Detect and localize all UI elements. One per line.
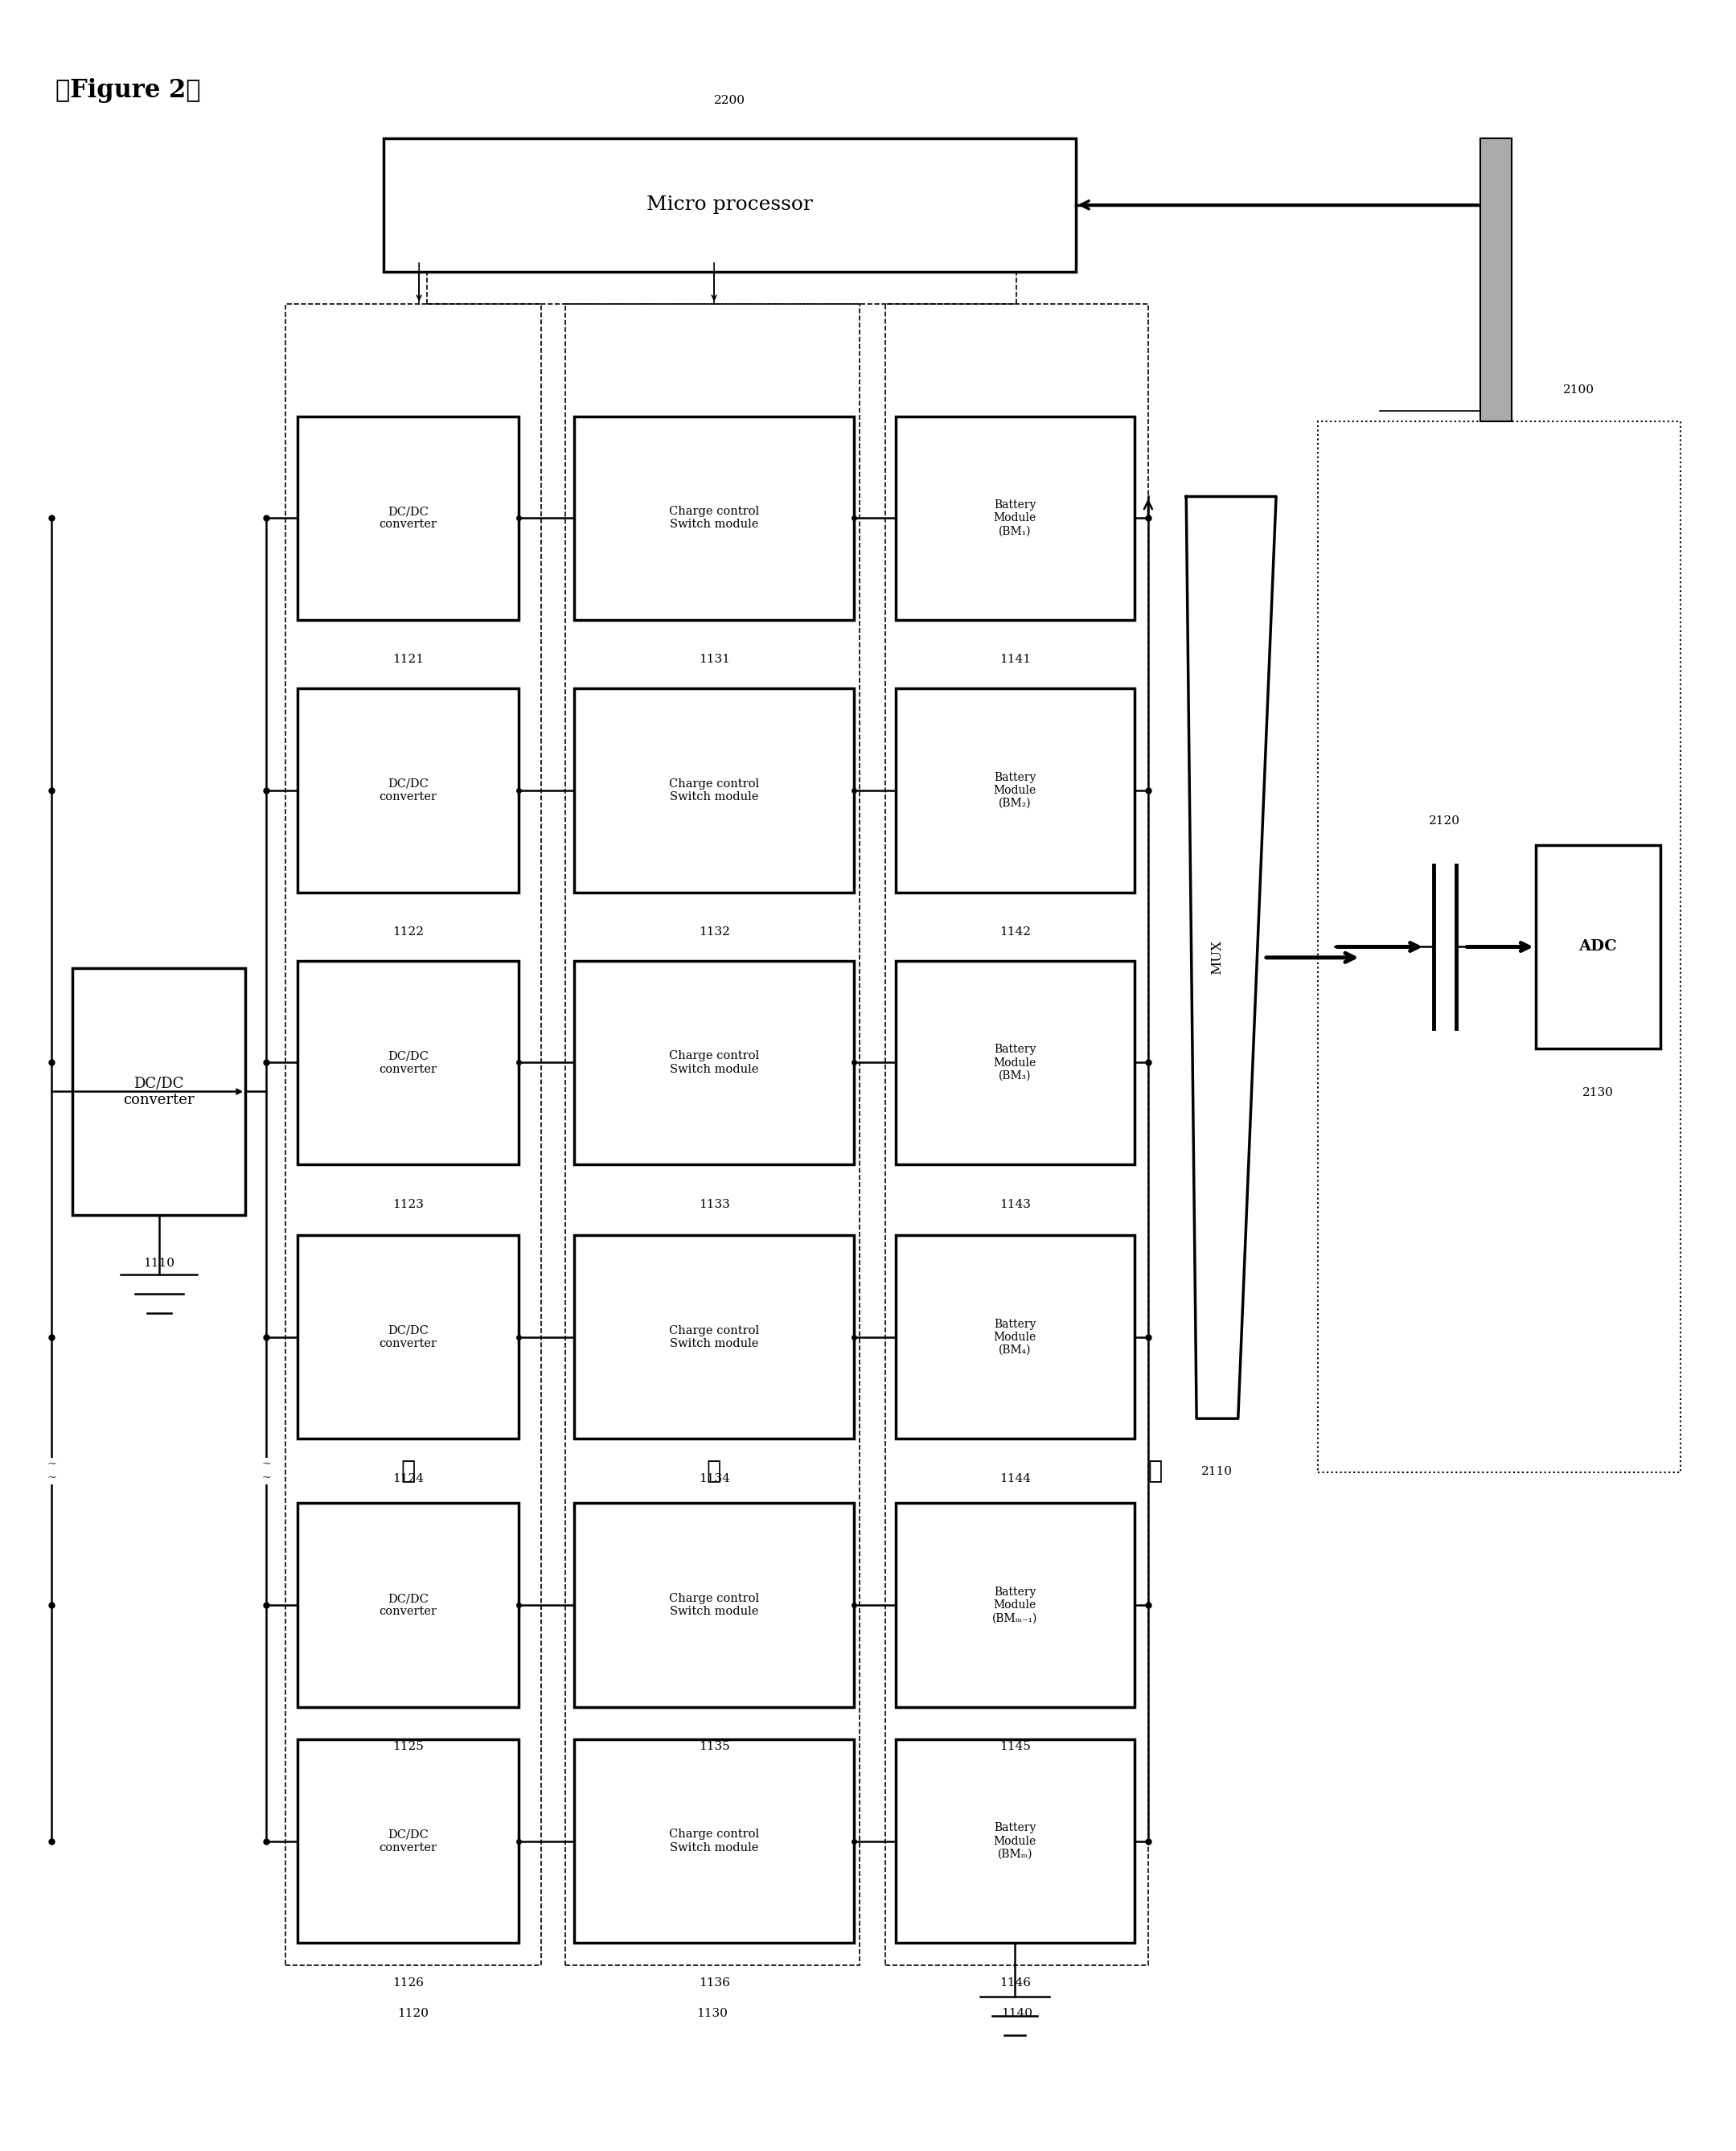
Bar <box>896 1740 1134 1942</box>
Text: 1145: 1145 <box>1000 1742 1031 1753</box>
Bar <box>297 961 519 1164</box>
Text: ⋮: ⋮ <box>401 1458 415 1484</box>
Bar <box>896 1504 1134 1708</box>
Text: DC/DC
converter: DC/DC converter <box>378 1050 437 1076</box>
Text: 1121: 1121 <box>392 654 424 665</box>
Bar <box>575 1235 854 1439</box>
Text: 【Figure 2】: 【Figure 2】 <box>56 77 200 103</box>
Text: 1125: 1125 <box>392 1742 424 1753</box>
Text: 2110: 2110 <box>1201 1465 1233 1478</box>
Text: ⋮: ⋮ <box>1147 1458 1163 1484</box>
Text: Charge control
Switch module: Charge control Switch module <box>668 779 759 802</box>
Text: 1134: 1134 <box>698 1473 729 1484</box>
Bar <box>297 415 519 619</box>
Text: ⋮: ⋮ <box>707 1458 722 1484</box>
Text: 1110: 1110 <box>144 1258 175 1269</box>
Text: 2120: 2120 <box>1429 815 1460 826</box>
Polygon shape <box>1186 497 1276 1420</box>
Text: 1120: 1120 <box>398 2009 429 2020</box>
Text: 1126: 1126 <box>392 1977 424 1988</box>
Bar <box>1536 845 1660 1050</box>
Bar <box>885 303 1147 1966</box>
Text: Charge control
Switch module: Charge control Switch module <box>668 1828 759 1854</box>
Bar <box>1481 138 1512 422</box>
Text: Battery
Module
(BM₂): Battery Module (BM₂) <box>993 772 1036 809</box>
Text: Battery
Module
(BM₃): Battery Module (BM₃) <box>993 1043 1036 1082</box>
Text: Charge control
Switch module: Charge control Switch module <box>668 1050 759 1076</box>
Text: 1142: 1142 <box>1000 927 1031 938</box>
Text: 1140: 1140 <box>1002 2009 1033 2020</box>
Text: Battery
Module
(BM₄): Battery Module (BM₄) <box>993 1319 1036 1355</box>
Text: DC/DC
converter: DC/DC converter <box>378 1594 437 1618</box>
Text: MUX: MUX <box>1210 940 1224 974</box>
Text: Battery
Module
(BMₘ): Battery Module (BMₘ) <box>993 1822 1036 1861</box>
Text: Battery
Module
(BM₁): Battery Module (BM₁) <box>993 499 1036 536</box>
Text: Charge control
Switch module: Charge control Switch module <box>668 1594 759 1618</box>
Text: ~
~: ~ ~ <box>47 1458 57 1484</box>
Text: DC/DC
converter: DC/DC converter <box>378 779 437 802</box>
Text: Micro processor: Micro processor <box>646 196 812 215</box>
Bar <box>575 415 854 619</box>
Text: 2100: 2100 <box>1564 385 1595 396</box>
Text: DC/DC
converter: DC/DC converter <box>378 1325 437 1349</box>
Text: DC/DC
converter: DC/DC converter <box>378 1828 437 1854</box>
Text: 1135: 1135 <box>698 1742 729 1753</box>
Text: Charge control
Switch module: Charge control Switch module <box>668 505 759 529</box>
Bar <box>575 1740 854 1942</box>
Bar <box>575 961 854 1164</box>
Text: 1146: 1146 <box>1000 1977 1031 1988</box>
Bar <box>297 1235 519 1439</box>
Text: 2130: 2130 <box>1581 1086 1613 1099</box>
Bar <box>575 688 854 893</box>
Text: Battery
Module
(BMₘ₋₁): Battery Module (BMₘ₋₁) <box>993 1587 1038 1624</box>
Bar <box>896 961 1134 1164</box>
Text: 1131: 1131 <box>698 654 729 665</box>
Text: 1133: 1133 <box>698 1198 729 1211</box>
Bar <box>297 1740 519 1942</box>
Text: 1132: 1132 <box>698 927 729 938</box>
Bar <box>575 1504 854 1708</box>
Text: 1144: 1144 <box>1000 1473 1031 1484</box>
Text: 1123: 1123 <box>392 1198 424 1211</box>
Bar <box>384 138 1076 271</box>
Text: 1122: 1122 <box>392 927 424 938</box>
Text: ~
~: ~ ~ <box>262 1458 271 1484</box>
Text: 1141: 1141 <box>1000 654 1031 665</box>
Text: DC/DC
converter: DC/DC converter <box>123 1076 194 1108</box>
Text: ADC: ADC <box>1578 940 1616 955</box>
Bar <box>297 688 519 893</box>
Text: 2200: 2200 <box>713 95 745 105</box>
Bar <box>1318 422 1680 1471</box>
Text: 1130: 1130 <box>696 2009 727 2020</box>
Text: 1143: 1143 <box>1000 1198 1031 1211</box>
Text: 1124: 1124 <box>392 1473 424 1484</box>
Bar <box>896 415 1134 619</box>
Bar <box>566 303 859 1966</box>
Bar <box>285 303 542 1966</box>
Text: Charge control
Switch module: Charge control Switch module <box>668 1325 759 1349</box>
Text: DC/DC
converter: DC/DC converter <box>378 505 437 529</box>
Bar <box>896 1235 1134 1439</box>
Bar <box>297 1504 519 1708</box>
Text: 1136: 1136 <box>698 1977 729 1988</box>
Bar <box>73 968 245 1215</box>
Bar <box>896 688 1134 893</box>
